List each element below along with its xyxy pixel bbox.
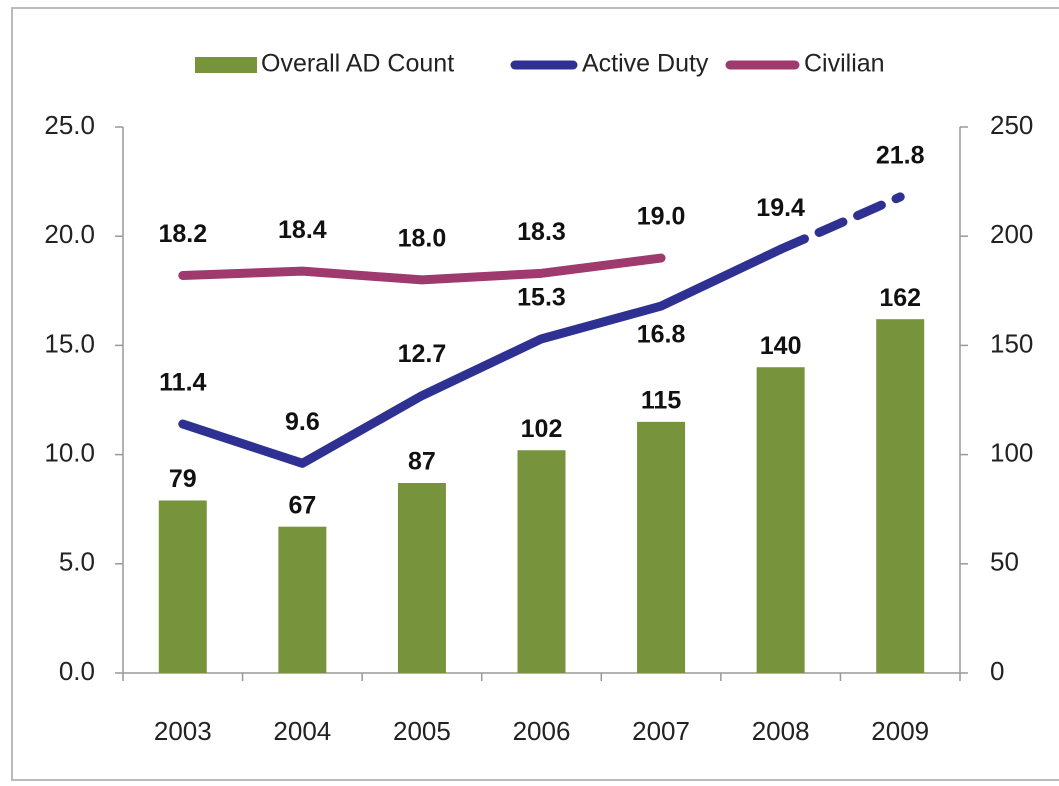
y-tick-label: 20.0 bbox=[44, 219, 95, 249]
y2-tick-label: 250 bbox=[990, 110, 1033, 140]
data-label: 79 bbox=[169, 465, 197, 493]
bar bbox=[756, 367, 805, 673]
bar bbox=[517, 450, 566, 673]
data-label: 18.3 bbox=[517, 218, 566, 246]
data-label: 115 bbox=[641, 386, 681, 414]
data-label: 21.8 bbox=[876, 141, 925, 169]
x-tick-label: 2005 bbox=[393, 716, 451, 746]
bar bbox=[278, 526, 327, 673]
data-label: 102 bbox=[521, 415, 563, 443]
legend-label: Civilian bbox=[804, 50, 885, 78]
y-tick-label: 0.0 bbox=[59, 656, 95, 686]
x-tick-label: 2008 bbox=[752, 716, 810, 746]
y-tick-label: 25.0 bbox=[44, 110, 95, 140]
x-tick-label: 2007 bbox=[632, 716, 690, 746]
bar bbox=[876, 319, 925, 673]
y2-tick-label: 100 bbox=[990, 437, 1033, 467]
data-label: 9.6 bbox=[285, 408, 320, 436]
y2-tick-label: 0 bbox=[990, 656, 1004, 686]
x-tick-label: 2003 bbox=[154, 716, 212, 746]
y-tick-label: 10.0 bbox=[44, 437, 95, 467]
data-label: 12.7 bbox=[398, 340, 447, 368]
x-tick-label: 2004 bbox=[273, 716, 331, 746]
data-label: 87 bbox=[408, 448, 436, 476]
data-label: 67 bbox=[288, 491, 316, 519]
y2-tick-label: 50 bbox=[990, 547, 1019, 577]
data-label: 140 bbox=[760, 332, 802, 360]
legend-label: Overall AD Count bbox=[261, 50, 454, 78]
y2-tick-label: 200 bbox=[990, 219, 1033, 249]
line-dashed bbox=[776, 192, 905, 254]
data-label: 162 bbox=[879, 284, 921, 312]
data-label: 15.3 bbox=[517, 283, 566, 311]
line bbox=[178, 253, 666, 285]
bar bbox=[637, 421, 686, 673]
x-tick-label: 2009 bbox=[871, 716, 929, 746]
legend-label: Active Duty bbox=[582, 50, 709, 78]
data-label: 18.0 bbox=[398, 224, 447, 252]
y-tick-label: 5.0 bbox=[59, 547, 95, 577]
data-label: 16.8 bbox=[637, 321, 686, 349]
data-label: 11.4 bbox=[159, 369, 206, 397]
data-label: 18.4 bbox=[278, 216, 327, 244]
x-tick-label: 2006 bbox=[513, 716, 571, 746]
data-label: 18.2 bbox=[158, 220, 207, 248]
bar bbox=[397, 482, 446, 673]
line bbox=[178, 244, 786, 468]
y-tick-label: 15.0 bbox=[44, 328, 95, 358]
y2-tick-label: 150 bbox=[990, 328, 1033, 358]
data-label: 19.4 bbox=[756, 194, 805, 222]
chart-frame bbox=[11, 7, 1059, 781]
data-label: 19.0 bbox=[637, 203, 686, 231]
legend-swatch bbox=[195, 57, 257, 73]
bar bbox=[158, 500, 207, 673]
